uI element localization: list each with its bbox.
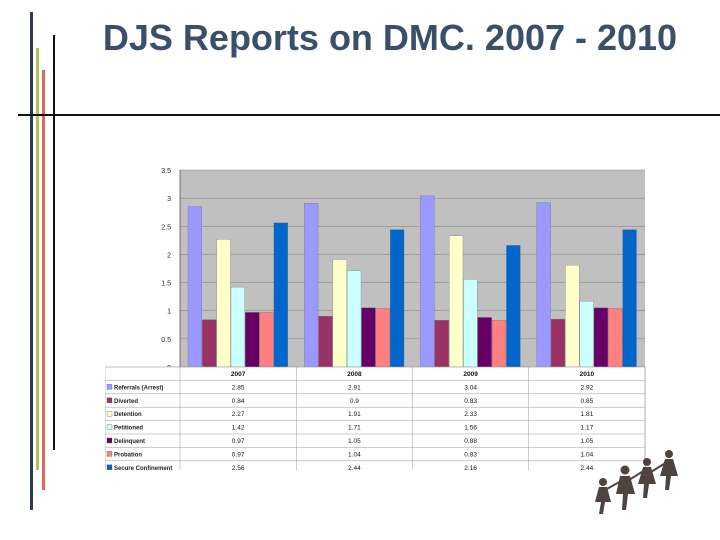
data-label: 1.56 (464, 425, 477, 432)
legend-entry: Petitioned (114, 426, 143, 432)
data-label: 2.27 (232, 411, 245, 418)
legend-entry: Probation (114, 452, 142, 458)
data-label: 0.83 (464, 451, 477, 458)
data-label: 2.44 (581, 465, 594, 470)
y-tick-label: 2 (167, 252, 171, 259)
bar-chart: 00.511.522.533.52007200820092010Referral… (105, 168, 646, 470)
bar-petitioned (579, 300, 594, 368)
bar-petitioned (463, 279, 478, 368)
bar-secure-confinement (622, 229, 637, 368)
bar-probation (608, 308, 623, 368)
data-table (105, 366, 646, 470)
decorative-vertical-line-red (42, 70, 45, 490)
legend-swatch (106, 451, 113, 457)
data-label: 1.05 (348, 438, 361, 445)
chart-area: 00.511.522.533.52007200820092010Referral… (105, 165, 650, 470)
bar-diverted (434, 320, 449, 368)
data-label: 0.85 (581, 398, 594, 405)
data-label: 1.81 (581, 411, 594, 418)
decorative-vertical-line-black (53, 35, 55, 450)
legend-entry: Detention (114, 412, 142, 418)
data-label: 1.04 (348, 451, 361, 458)
y-tick-label: 3.5 (161, 168, 171, 175)
bar-delinquent (245, 312, 260, 368)
bar-delinquent (477, 317, 492, 368)
x-category-label: 2010 (580, 371, 595, 378)
bar-diverted (318, 316, 333, 368)
x-category-label: 2009 (463, 371, 478, 378)
data-label: 1.91 (348, 411, 361, 418)
data-label: 0.9 (350, 398, 359, 405)
x-category-label: 2008 (347, 371, 362, 378)
decorative-horizontal-line (18, 114, 720, 116)
data-label: 0.97 (232, 451, 245, 458)
bar-secure-confinement (506, 245, 521, 368)
data-label: 3.04 (464, 384, 477, 391)
data-label: 1.42 (232, 425, 245, 432)
legend-swatch (106, 384, 113, 390)
bar-diverted (202, 319, 217, 368)
bar-referrals-arrest (187, 206, 202, 368)
bar-detention (216, 239, 231, 368)
data-label: 1.05 (581, 438, 594, 445)
data-label: 2.91 (348, 384, 361, 391)
bar-probation (259, 312, 274, 368)
bar-delinquent (593, 307, 609, 368)
data-label: 0.83 (464, 398, 477, 405)
y-tick-label: 2.5 (161, 224, 171, 231)
data-label: 2.33 (464, 411, 477, 418)
decorative-vertical-line-dark (30, 12, 33, 510)
data-label: 1.04 (581, 451, 594, 458)
bar-detention (565, 264, 580, 368)
y-tick-label: 1 (167, 309, 171, 316)
legend-swatch (106, 464, 113, 470)
legend-swatch (106, 411, 113, 417)
data-label: 0.88 (464, 438, 477, 445)
data-label: 0.84 (232, 398, 245, 405)
bar-secure-confinement (390, 229, 405, 368)
legend-swatch (106, 437, 113, 444)
data-label: 2.56 (232, 465, 245, 470)
bar-probation (491, 320, 507, 368)
data-label: 2.44 (348, 465, 361, 470)
y-tick-label: 0.5 (161, 337, 171, 344)
bar-secure-confinement (273, 222, 288, 368)
data-label: 1.71 (348, 425, 361, 432)
bar-diverted (550, 319, 566, 368)
legend-entry: Referrals (Arrest) (114, 385, 163, 391)
data-label: 2.92 (581, 384, 594, 391)
data-label: 2.16 (464, 465, 477, 470)
bar-petitioned (230, 286, 245, 368)
bar-detention (448, 235, 464, 368)
legend-entry: Delinquent (114, 439, 145, 445)
data-label: 2.85 (232, 384, 245, 391)
bar-probation (375, 308, 390, 368)
bar-referrals-arrest (536, 202, 551, 368)
bar-detention (332, 259, 347, 368)
bar-petitioned (347, 270, 362, 368)
x-category-label: 2007 (231, 371, 246, 378)
bar-referrals-arrest (420, 195, 435, 368)
legend-swatch (106, 424, 113, 430)
legend-swatch (106, 397, 113, 403)
bar-delinquent (361, 307, 376, 368)
y-tick-label: 3 (167, 196, 171, 203)
data-label: 0.97 (232, 438, 245, 445)
y-tick-label: 1.5 (161, 281, 171, 288)
people-figures-icon (595, 450, 678, 514)
slide-title: DJS Reports on DMC. 2007 - 2010 (102, 17, 678, 58)
data-label: 1.17 (581, 425, 594, 432)
decorative-vertical-line-olive (36, 48, 39, 470)
legend-entry: Secure Confinement (114, 466, 172, 470)
legend-entry: Diverted (114, 399, 138, 405)
bar-referrals-arrest (304, 203, 319, 368)
